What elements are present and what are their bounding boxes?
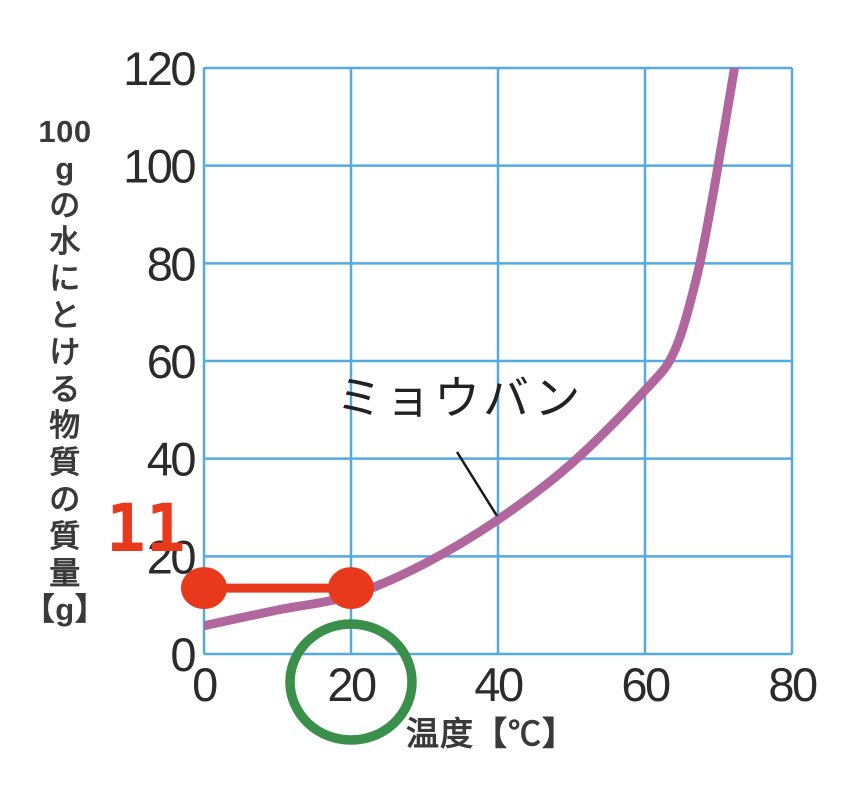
y-tick-label: 60 [147,335,196,388]
x-tick-label: 20 [327,658,376,711]
highlight-dot [328,567,374,610]
y-axis-title-segment: 水 [49,224,81,260]
y-axis-title-segment: 物 [49,408,81,444]
highlight-layer [181,567,374,610]
series-label: ミョウバン [336,372,583,424]
y-axis-title-segment: と [49,297,81,333]
highlight-dot [181,567,227,610]
grid-layer [202,66,794,656]
y-axis-title: 100 g の水にとける物質の質量【g】 [0,114,130,629]
x-tick-label: 0 [192,658,217,711]
y-axis-title-segment: る [49,371,81,407]
y-tick-label: 100 [123,140,195,193]
highlight-value-label: 11 [106,490,185,567]
x-tick-label: 80 [768,658,817,711]
solubility-curve [204,68,740,631]
y-tick-label: 40 [147,433,196,486]
y-axis-title-segment: け [49,334,81,370]
y-axis-title-segment: に [49,261,81,297]
y-axis-title-segment: 【g】 [23,592,107,628]
y-axis-title-segment: g [55,150,75,186]
y-axis-title-segment: の [49,187,81,223]
y-axis-title-segment: 100 [38,114,92,149]
x-tick-label: 40 [474,658,523,711]
y-tick-label: 0 [170,628,195,681]
y-tick-label: 80 [147,237,196,290]
y-axis-title-segment: 質 [49,518,81,554]
y-axis-title-segment: の [49,481,81,517]
circled-tick-annotation [285,619,417,745]
y-tick-label: 120 [123,42,195,95]
x-axis-title: 温度【℃】 [406,715,576,752]
y-axis-title-segment: 量 [49,555,81,591]
series-label-pointer-line [455,451,499,517]
x-tick-label: 60 [621,658,670,711]
y-axis-title-segment: 質 [49,445,81,481]
